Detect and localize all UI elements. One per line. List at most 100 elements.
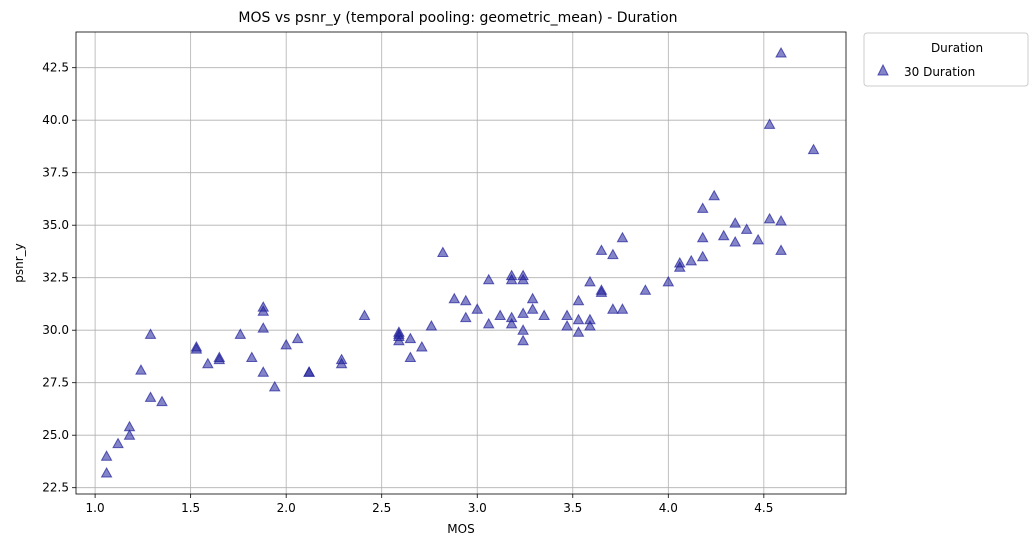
- data-point: [112, 437, 124, 449]
- data-point: [572, 326, 585, 337]
- data-point: [268, 380, 281, 392]
- data-points: [100, 46, 820, 478]
- data-point: [459, 294, 472, 306]
- data-point: [607, 303, 619, 314]
- data-point: [807, 143, 820, 155]
- data-point: [100, 466, 113, 478]
- data-point: [752, 233, 764, 245]
- data-point: [494, 309, 507, 320]
- data-point: [763, 212, 776, 224]
- plot-area: [76, 32, 846, 494]
- data-point: [673, 261, 686, 272]
- y-tick-label: 35.0: [42, 218, 69, 232]
- data-point: [471, 303, 484, 314]
- data-point: [696, 231, 709, 243]
- data-point: [517, 307, 529, 318]
- data-point: [505, 317, 518, 329]
- data-point: [257, 322, 270, 333]
- data-point: [696, 202, 709, 213]
- data-point: [729, 235, 742, 247]
- data-point: [708, 189, 721, 201]
- data-point: [616, 303, 629, 314]
- data-point: [100, 450, 113, 461]
- data-point: [234, 328, 247, 339]
- data-point: [404, 332, 417, 344]
- data-point: [517, 324, 529, 335]
- data-point: [482, 317, 495, 329]
- data-point: [584, 319, 596, 331]
- data-point: [561, 319, 573, 331]
- x-tick-label: 3.5: [563, 501, 582, 515]
- data-point: [584, 275, 596, 287]
- x-tick-label: 2.5: [372, 501, 391, 515]
- x-axis-title: MOS: [447, 522, 474, 536]
- data-point: [358, 309, 371, 320]
- data-point: [740, 223, 753, 234]
- x-tick-label: 4.5: [754, 501, 773, 515]
- y-tick-label: 25.0: [42, 428, 69, 442]
- data-point: [595, 284, 608, 295]
- x-tick-label: 1.0: [86, 501, 105, 515]
- data-point: [123, 429, 136, 440]
- data-point: [144, 391, 157, 402]
- data-point: [775, 244, 787, 255]
- data-point: [517, 334, 529, 346]
- plot-border: [75, 31, 847, 495]
- data-point: [280, 338, 293, 350]
- data-point: [696, 250, 709, 262]
- data-point: [415, 340, 428, 352]
- y-tick-label: 32.5: [42, 271, 69, 285]
- data-point: [538, 309, 550, 320]
- y-tick-label: 30.0: [42, 323, 69, 337]
- data-point: [685, 254, 698, 266]
- data-point: [517, 273, 529, 285]
- data-point: [335, 353, 348, 365]
- data-point: [526, 303, 539, 314]
- data-point: [257, 305, 270, 316]
- data-point: [257, 366, 270, 377]
- y-axis-title: psnr_y: [12, 243, 26, 283]
- data-point: [505, 273, 518, 285]
- y-tick-label: 37.5: [42, 166, 69, 180]
- data-point: [404, 351, 417, 362]
- y-tick-label: 27.5: [42, 376, 69, 390]
- data-point: [213, 353, 226, 365]
- data-point: [156, 395, 168, 407]
- y-tick-label: 42.5: [42, 61, 69, 75]
- x-tick-label: 2.0: [277, 501, 296, 515]
- data-point: [393, 334, 405, 346]
- data-point: [595, 244, 608, 255]
- data-point: [639, 284, 652, 295]
- data-point: [459, 311, 472, 323]
- grid: [76, 32, 846, 494]
- legend-box: [863, 32, 1029, 87]
- data-point: [662, 275, 675, 287]
- data-point: [425, 319, 438, 331]
- data-point: [775, 46, 787, 58]
- data-point: [717, 229, 730, 241]
- legend-entry-label: 30 Duration: [904, 65, 975, 79]
- data-point: [775, 214, 787, 226]
- legend-title: Duration: [931, 41, 983, 55]
- data-point: [123, 420, 136, 432]
- y-tick-label: 40.0: [42, 113, 69, 127]
- data-point: [607, 248, 619, 260]
- axis-ticks: 1.0 1.5 2.0 2.5 3.0 3.5 4.0 4.5 22.5 25.0 27.5 30.0…: [42, 61, 773, 515]
- x-tick-label: 1.5: [181, 501, 200, 515]
- data-point: [144, 328, 157, 339]
- legend-marker-triangle-icon: [877, 63, 889, 76]
- data-point: [572, 294, 585, 306]
- data-point: [291, 332, 304, 344]
- data-point: [729, 217, 742, 228]
- data-point: [303, 366, 315, 377]
- data-point: [561, 309, 573, 320]
- y-tick-label: 22.5: [42, 481, 69, 495]
- data-point: [572, 313, 585, 325]
- data-point: [448, 292, 461, 304]
- data-point: [190, 340, 203, 352]
- legend: Duration 30 Duration: [863, 32, 1029, 87]
- data-point: [436, 246, 449, 257]
- x-tick-label: 3.0: [468, 501, 487, 515]
- x-tick-label: 4.0: [659, 501, 678, 515]
